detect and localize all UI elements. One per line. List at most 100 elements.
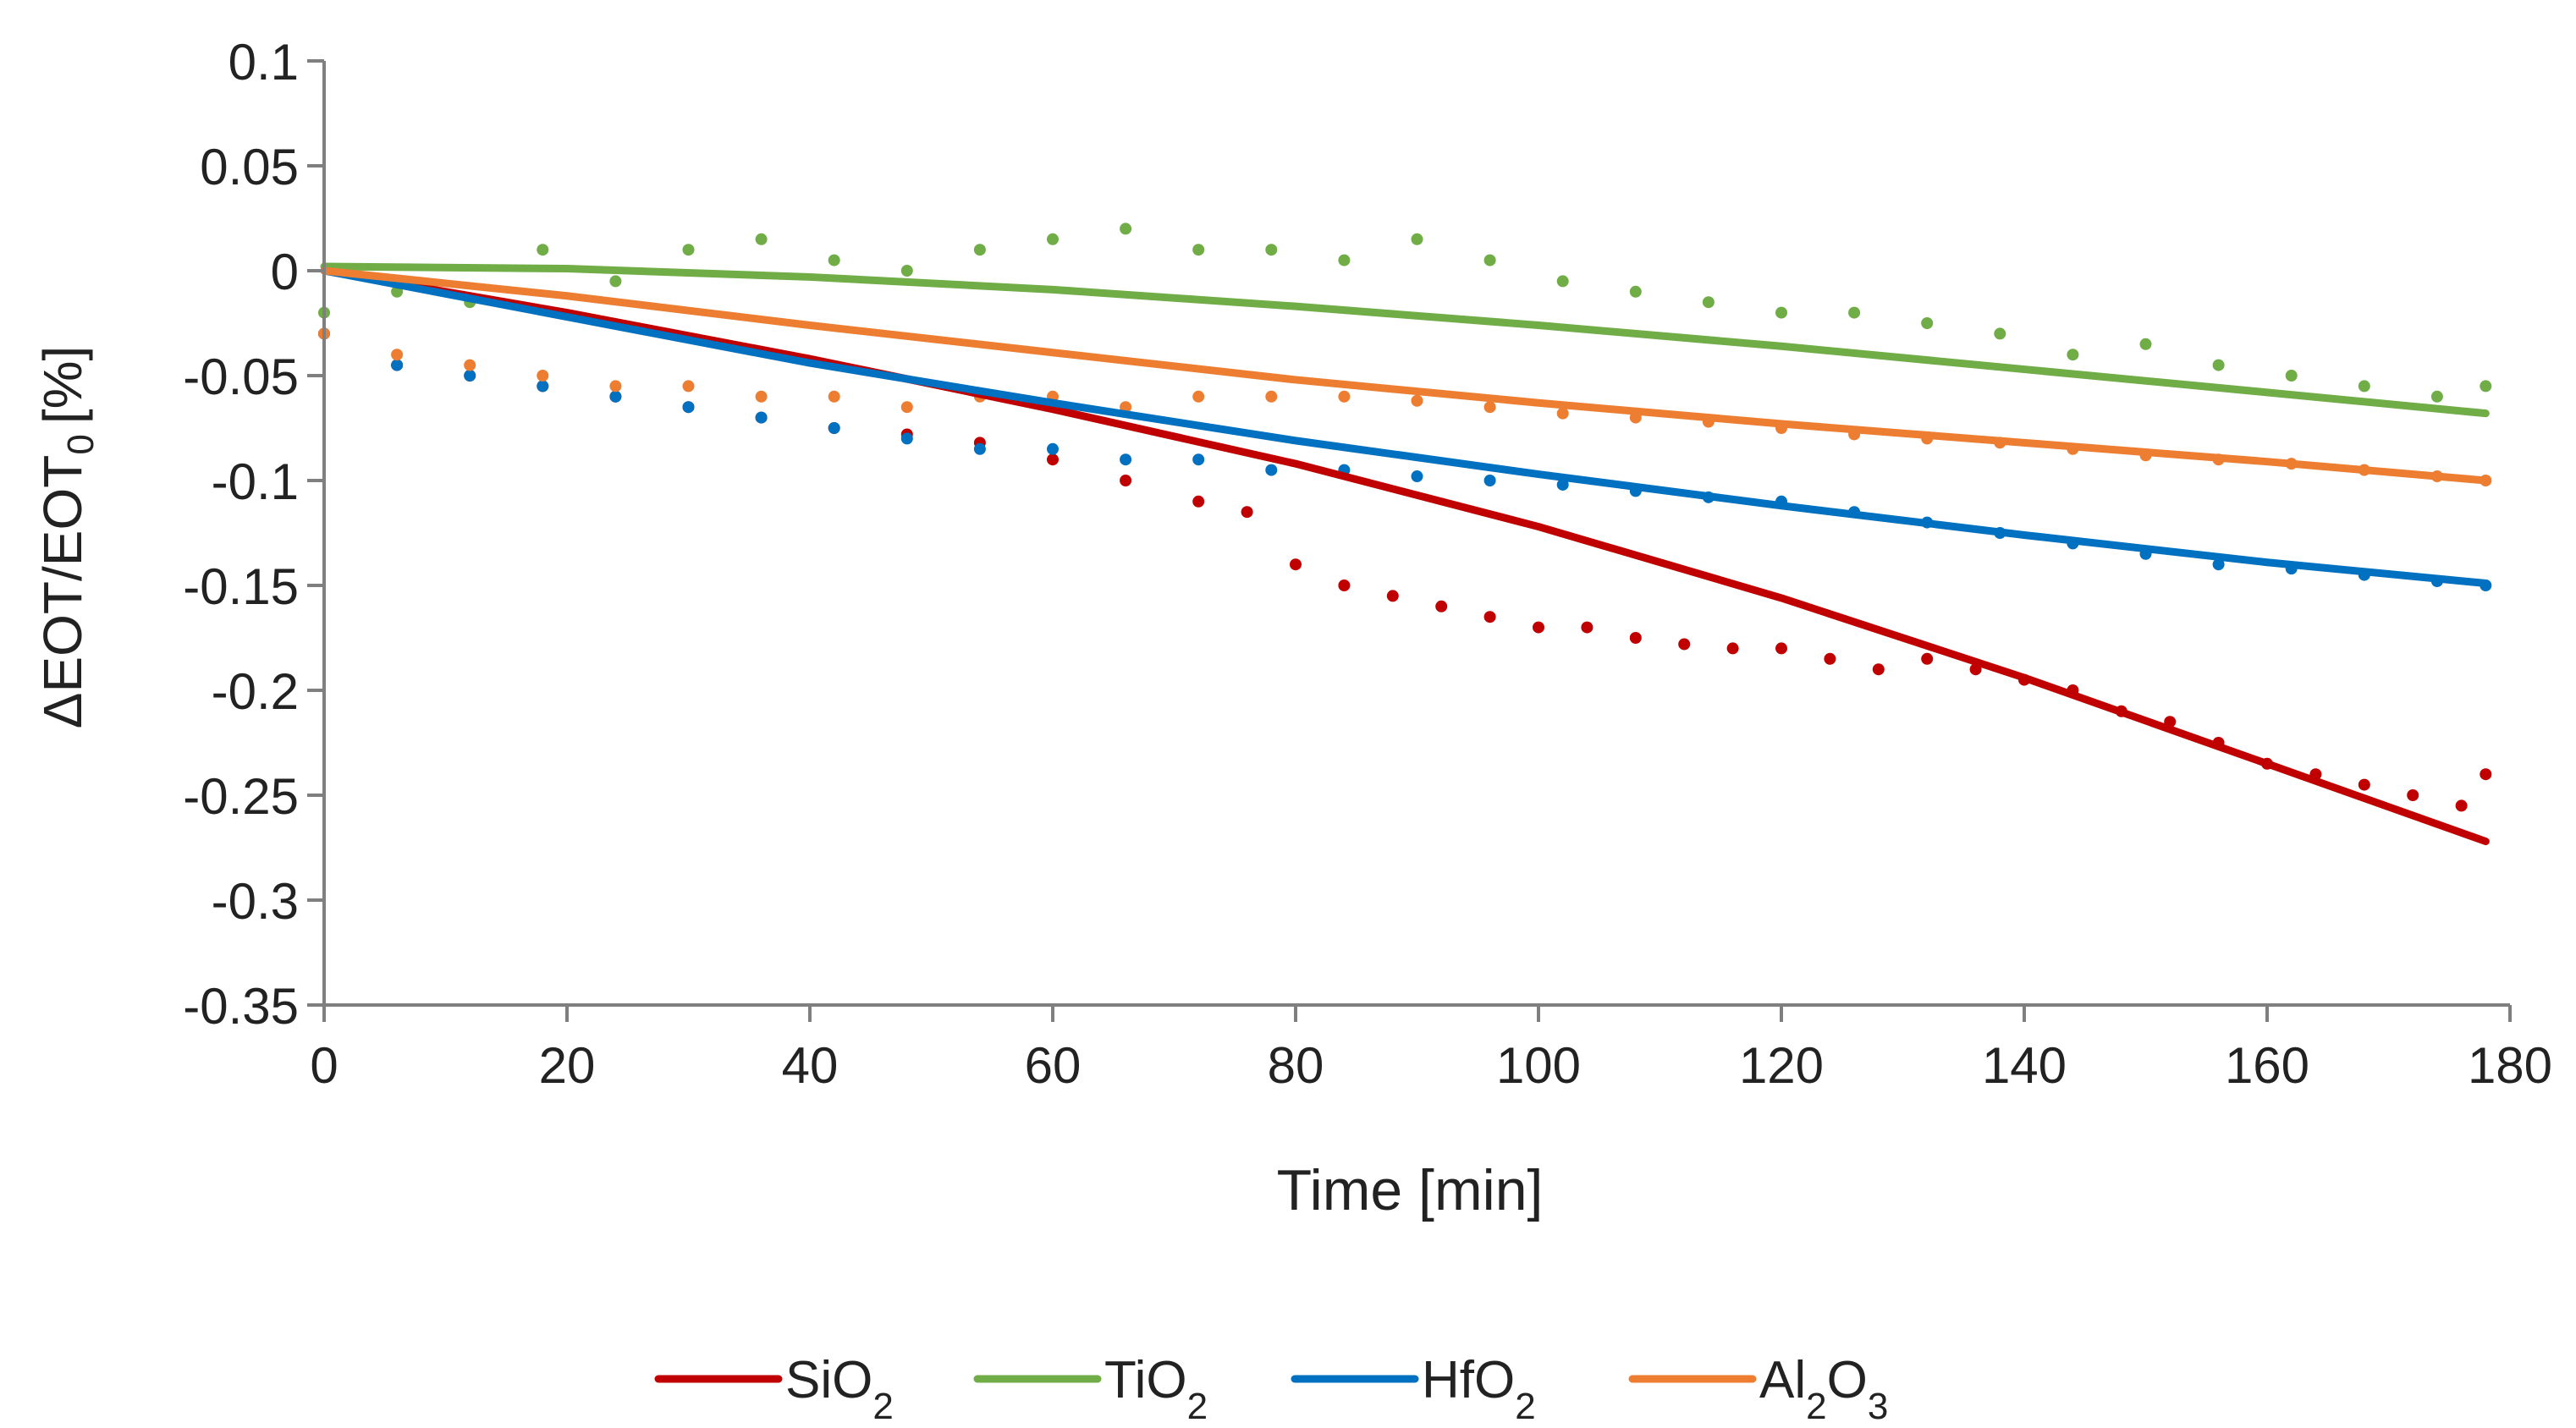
data-point [682, 401, 695, 414]
legend-label-text: HfO [1422, 1351, 1515, 1409]
data-point [537, 380, 549, 393]
data-point [1192, 495, 1205, 508]
y-axis-title-main: ΔEOT/EOT [32, 455, 93, 729]
data-point [1047, 233, 1059, 245]
legend-label: HfO2 [1422, 1351, 1536, 1427]
legend-label-text: O [1827, 1351, 1868, 1409]
data-point [1435, 600, 1448, 612]
data-point [2358, 380, 2370, 393]
data-point [682, 380, 695, 393]
data-point [1290, 558, 1302, 571]
data-point [2285, 370, 2298, 382]
data-point [1702, 296, 1715, 309]
data-point [1265, 390, 1278, 403]
x-axis-title: Time [min] [1277, 1158, 1544, 1222]
data-point [900, 432, 913, 445]
data-point [1994, 327, 2006, 340]
data-point [537, 244, 549, 256]
data-point [1775, 642, 1787, 655]
data-point [2480, 768, 2492, 781]
trend-line-hfo [320, 266, 2490, 588]
legend: SiO2 TiO2 HfO2 Al2O3 [654, 1351, 1888, 1427]
y-tick-label: -0.15 [183, 558, 299, 615]
legend-item-tio: TiO2 [973, 1351, 1208, 1427]
legend-label: SiO2 [785, 1351, 894, 1427]
data-point [609, 275, 622, 288]
data-point [1775, 306, 1787, 319]
data-point [828, 390, 840, 403]
data-point [1241, 506, 1253, 519]
x-tick-label: 20 [539, 1037, 596, 1094]
data-point [2455, 799, 2468, 812]
data-point [1338, 254, 1351, 266]
legend-label: TiO2 [1104, 1351, 1208, 1427]
data-point [828, 422, 840, 434]
data-point [1556, 407, 1569, 420]
y-tick-label: -0.25 [183, 768, 299, 825]
y-tick-label: -0.35 [183, 978, 299, 1035]
legend-label-text: SiO [785, 1351, 872, 1409]
legend-label-subscript: 2 [1187, 1386, 1208, 1427]
data-point [1848, 306, 1861, 319]
data-point [1629, 285, 1642, 298]
data-point [1338, 579, 1351, 591]
data-point [1533, 621, 1544, 634]
data-point [1629, 632, 1642, 644]
data-point [391, 349, 404, 361]
data-point [1483, 475, 1496, 486]
data-point [391, 359, 404, 371]
legend-item-hfo: HfO2 [1291, 1351, 1536, 1427]
y-axis-title: ΔEOT/EOT0 [%] [32, 346, 102, 729]
series-tio-points [318, 222, 2492, 403]
data-point [755, 390, 768, 403]
data-point [1120, 453, 1132, 466]
y-tick-label: -0.05 [183, 349, 299, 405]
data-point [1872, 663, 1885, 676]
data-point [464, 370, 476, 382]
axes [322, 61, 2510, 1007]
data-point [1824, 652, 1836, 665]
x-tick-label: 120 [1739, 1037, 1824, 1094]
data-point [609, 390, 622, 403]
data-point [2212, 558, 2225, 571]
data-point [1120, 475, 1132, 486]
data-point [2139, 338, 2152, 350]
data-point [1192, 453, 1205, 466]
data-point [1483, 254, 1496, 266]
data-point [682, 244, 695, 256]
x-tick-label: 160 [2225, 1037, 2309, 1094]
data-point [1411, 394, 1423, 407]
legend-label-subscript: 2 [1515, 1386, 1535, 1427]
data-point [1386, 590, 1399, 602]
data-point [900, 265, 913, 277]
data-point [1726, 642, 1739, 655]
data-point [2358, 778, 2370, 791]
data-point [1411, 470, 1423, 483]
legend-label-subscript: 2 [1806, 1386, 1826, 1427]
data-point [755, 411, 768, 424]
data-point [2067, 349, 2079, 361]
y-tick-label: -0.1 [212, 453, 299, 510]
data-point [1265, 464, 1278, 476]
data-point [1483, 611, 1496, 623]
data-point [1265, 244, 1278, 256]
legend-label-subscript: 3 [1868, 1386, 1888, 1427]
data-point [2407, 789, 2419, 801]
data-point [1556, 478, 1569, 491]
y-tick-label: 0.05 [200, 139, 299, 195]
legend-label-text: Al [1759, 1351, 1806, 1409]
data-point [828, 254, 840, 266]
data-point [1556, 275, 1569, 288]
trend-line-sio [320, 266, 2490, 846]
data-point [1678, 638, 1691, 651]
data-point [1120, 222, 1132, 235]
data-point [755, 233, 768, 245]
data-point [973, 442, 986, 455]
x-tick-label: 0 [310, 1037, 338, 1094]
data-point [1192, 390, 1205, 403]
data-point [464, 359, 476, 371]
x-tick-label: 80 [1268, 1037, 1324, 1094]
tick-labels: 0.1 0.05 0 -0.05 -0.1 -0.15 -0.2 -0.25 -0.3 -0.35… [183, 34, 2552, 1094]
x-tick-label: 180 [2468, 1037, 2552, 1094]
trend-line-tio [320, 262, 2490, 418]
